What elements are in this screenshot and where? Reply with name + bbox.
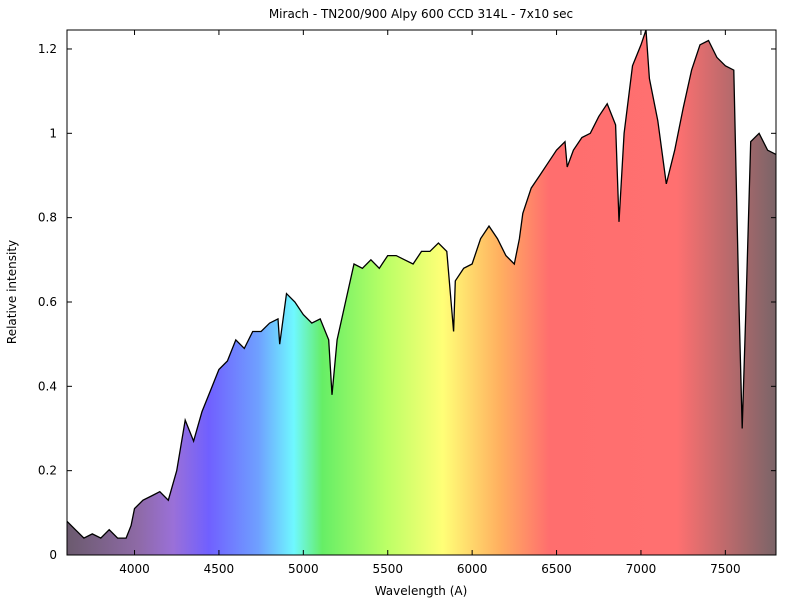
x-tick-label: 5000 [288,562,319,576]
chart-title: Mirach - TN200/900 Alpy 600 CCD 314L - 7… [269,7,573,21]
y-tick-label: 0.4 [38,379,57,393]
x-tick-label: 6500 [541,562,572,576]
x-tick-label: 4500 [204,562,235,576]
x-tick-label: 5500 [372,562,403,576]
y-tick-label: 0.8 [38,211,57,225]
y-axis-label: Relative intensity [5,240,19,344]
y-tick-label: 1 [49,126,57,140]
spectrum-line [66,29,777,539]
y-tick-label: 1.2 [38,42,57,56]
x-tick-label: 7000 [626,562,657,576]
spectrum-area [67,30,776,555]
x-tick-label: 7500 [710,562,741,576]
y-tick-label: 0 [49,548,57,562]
y-tick-label: 0.6 [38,295,57,309]
x-tick-label: 6000 [457,562,488,576]
plot-frame [66,29,777,556]
x-axis-label: Wavelength (A) [375,584,468,598]
x-tick-label: 4000 [119,562,150,576]
y-tick-label: 0.2 [38,464,57,478]
